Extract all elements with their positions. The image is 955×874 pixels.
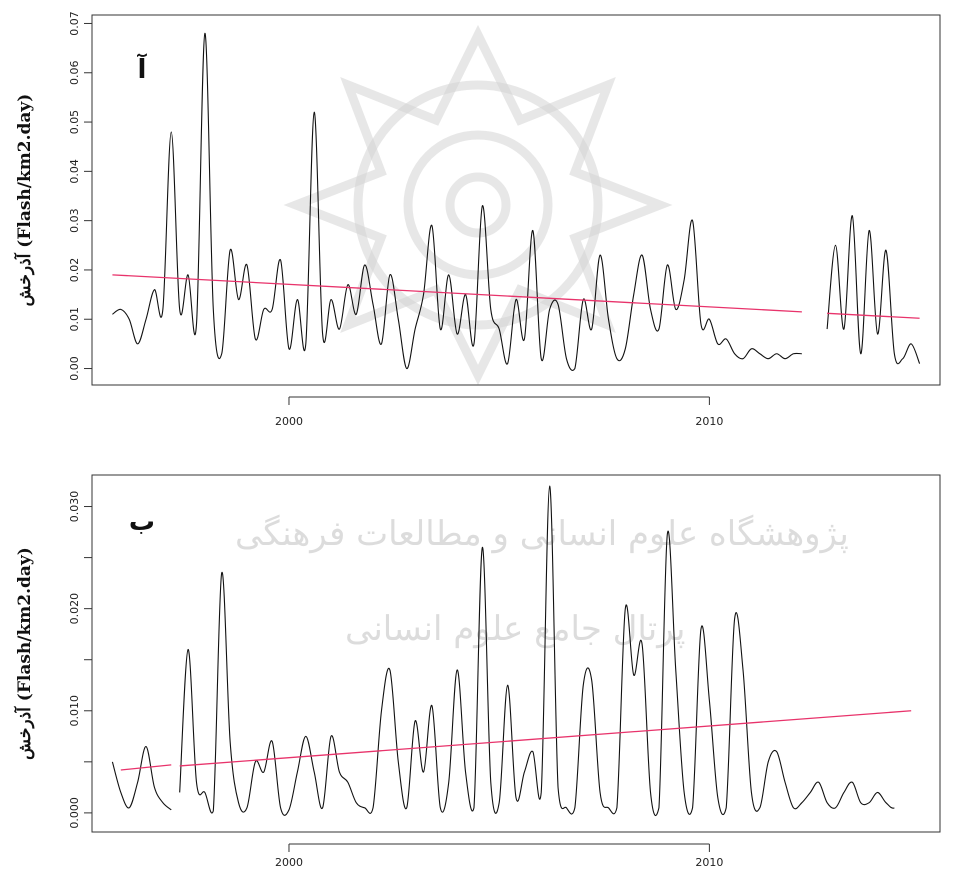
watermark-text-2: پرتال جامع علوم انسانی	[345, 609, 685, 649]
series-line-segment	[826, 215, 921, 365]
panel-letter: ب	[129, 507, 155, 537]
series-line-segment	[112, 32, 802, 371]
y-tick-label: 0.02	[68, 258, 81, 283]
y-tick-label: 0.01	[68, 307, 81, 332]
watermark: پژوهشگاه علوم انسانی و مطالعات فرهنگی پر…	[235, 24, 849, 649]
x-tick-label: 2000	[275, 856, 303, 869]
x-tick-label: 2010	[695, 415, 723, 428]
y-tick-label: 0.04	[68, 159, 81, 184]
y-tick-label: 0.000	[68, 797, 81, 829]
y-tick-label: 0.03	[68, 208, 81, 233]
y-tick-label: 0.07	[68, 11, 81, 36]
watermark-star	[283, 24, 673, 386]
trend-line	[120, 764, 172, 771]
chart-panel-b: 0.000 0.010 0.020 0.030 2000 2010 ب آذرخش (Flas…	[13, 474, 941, 869]
y-axis-label: آذرخش (Flash/km2.day)	[13, 547, 35, 760]
watermark-ring-inner	[403, 130, 553, 280]
trend-line	[827, 312, 920, 319]
y-tick-label: 0.030	[68, 491, 81, 522]
y-tick-label: 0.020	[68, 593, 81, 625]
chart-panel-a: 0.00 0.01 0.02 0.03 0.04 0.05 0.06 0.07 2000 2010…	[13, 11, 941, 428]
panel-letter: آ	[137, 53, 148, 85]
series-line-segment	[179, 485, 895, 817]
plot-frame	[91, 474, 941, 833]
trend-line	[179, 710, 912, 767]
y-tick-label: 0.05	[68, 110, 81, 135]
y-axis-label: آذرخش (Flash/km2.day)	[13, 94, 35, 307]
watermark-ring-center	[445, 172, 511, 238]
x-tick-label: 2000	[275, 415, 303, 428]
plot-frame	[91, 14, 941, 386]
series-line-segment	[111, 745, 172, 811]
y-tick-label: 0.00	[68, 356, 81, 381]
x-tick-label: 2010	[695, 856, 723, 869]
watermark-ring-outer	[353, 80, 603, 330]
y-tick-label: 0.010	[68, 695, 81, 727]
trend-line	[112, 274, 802, 313]
watermark-text-1: پژوهشگاه علوم انسانی و مطالعات فرهنگی	[235, 514, 849, 554]
y-tick-label: 0.06	[68, 61, 81, 86]
